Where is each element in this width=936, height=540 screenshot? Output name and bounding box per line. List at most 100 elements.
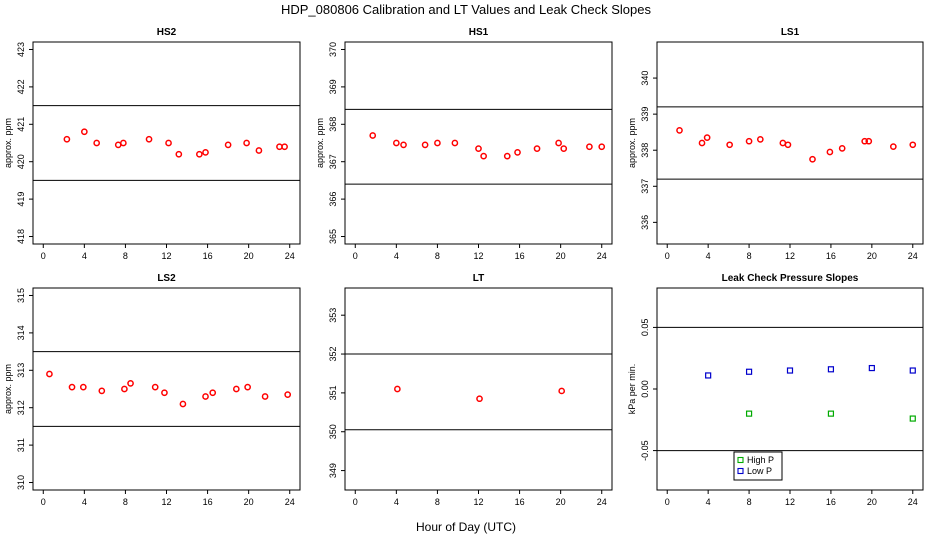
data-point <box>80 128 88 136</box>
data-point <box>586 143 593 151</box>
data-point <box>475 145 482 152</box>
legend-label: High P <box>747 455 774 465</box>
x-tick-label: 16 <box>515 497 525 507</box>
panel-lt: LT 0 4 8 12 16 20 24 349 350 351 352 353 <box>328 273 613 507</box>
y-tick-label: 420 <box>16 154 26 169</box>
y-tick-label: 365 <box>328 229 338 244</box>
data-point <box>255 147 263 154</box>
data-point <box>809 155 816 163</box>
x-tick-label: 0 <box>353 497 358 507</box>
y-tick-label: 418 <box>16 229 26 244</box>
data-point <box>145 135 153 143</box>
x-axis-label: Hour of Day (UTC) <box>416 520 516 534</box>
data-point <box>558 387 566 395</box>
x-tick-label: 16 <box>203 251 213 261</box>
y-tick-label: 315 <box>16 288 26 303</box>
y-tick-label: 314 <box>16 325 26 340</box>
data-point <box>703 134 711 141</box>
data-point <box>281 143 288 151</box>
data-point <box>698 139 706 147</box>
y-tick-label: 338 <box>640 143 650 158</box>
legend-box <box>733 451 783 481</box>
data-point <box>121 385 128 393</box>
x-tick-label: 12 <box>473 497 483 507</box>
x-tick-label: 8 <box>435 497 440 507</box>
y-tick-label: 367 <box>328 154 338 169</box>
panel-ls2: LS2 0 4 8 12 16 20 24 310 311 312 313 314 315 approx. … <box>3 273 301 507</box>
data-point <box>392 139 400 147</box>
x-tick-label: 24 <box>908 251 918 261</box>
x-tick-label: 24 <box>597 251 607 261</box>
y-tick-label: 421 <box>16 117 26 132</box>
x-tick-label: 20 <box>556 251 566 261</box>
data-point <box>514 149 521 156</box>
data-point <box>421 141 429 149</box>
y-tick-label: 312 <box>16 400 26 415</box>
data-point <box>826 148 834 156</box>
x-tick-label: 8 <box>435 251 440 261</box>
plot-frame <box>344 41 613 245</box>
x-tick-label: 0 <box>41 251 46 261</box>
data-point <box>480 152 487 160</box>
y-tick-label: 313 <box>16 363 26 378</box>
x-tick-label: 16 <box>203 497 213 507</box>
data-point <box>533 145 541 152</box>
data-point <box>63 135 71 143</box>
x-tick-label: 16 <box>826 251 836 261</box>
data-point <box>909 367 916 374</box>
y-tick-label: 339 <box>640 107 650 122</box>
x-tick-label: 20 <box>244 251 254 261</box>
x-tick-label: 24 <box>285 251 295 261</box>
y-tick-label: 419 <box>16 192 26 207</box>
data-point <box>598 143 606 151</box>
x-tick-label: 16 <box>515 251 525 261</box>
x-tick-label: 0 <box>665 497 670 507</box>
legend-marker <box>737 467 744 475</box>
y-axis-label: approx. ppm <box>627 118 637 168</box>
x-tick-label: 4 <box>82 251 87 261</box>
panel-title: LT <box>473 273 484 284</box>
x-tick-label: 12 <box>161 497 171 507</box>
panel-hs1: HS1 0 4 8 12 16 20 24 365 366 367 368 369 370 approx. … <box>315 27 613 261</box>
legend-marker <box>737 456 744 464</box>
x-tick-label: 24 <box>597 497 607 507</box>
data-point <box>151 383 159 391</box>
data-point <box>756 136 764 143</box>
data-point <box>232 385 240 393</box>
x-tick-label: 0 <box>665 251 670 261</box>
data-point <box>120 139 127 147</box>
y-tick-label: 0.05 <box>640 319 650 337</box>
x-tick-label: 4 <box>394 497 399 507</box>
y-tick-label: 351 <box>328 385 338 400</box>
data-point <box>369 132 377 139</box>
x-tick-label: 12 <box>785 251 795 261</box>
data-point <box>127 380 134 387</box>
data-point <box>909 415 916 422</box>
x-tick-label: 12 <box>473 251 483 261</box>
data-point <box>196 150 203 158</box>
x-tick-label: 20 <box>867 251 877 261</box>
x-tick-label: 8 <box>123 251 128 261</box>
data-point <box>161 389 168 397</box>
panel-hs2: HS2 0 4 8 12 16 20 24 418 419 420 421 422 423 approx. … <box>3 27 301 261</box>
x-tick-label: 20 <box>556 497 566 507</box>
data-point <box>209 389 217 397</box>
data-point <box>434 139 441 147</box>
y-axis-label: approx. ppm <box>3 364 13 414</box>
y-tick-label: 370 <box>328 42 338 57</box>
y-tick-label: 310 <box>16 475 26 490</box>
y-tick-label: 336 <box>640 215 650 230</box>
x-tick-label: 4 <box>706 497 711 507</box>
data-point <box>745 137 753 145</box>
plot-frame <box>656 287 924 491</box>
data-point <box>827 366 835 373</box>
data-point <box>726 141 733 149</box>
data-point <box>503 152 511 160</box>
x-tick-label: 16 <box>826 497 836 507</box>
x-tick-label: 8 <box>747 251 752 261</box>
x-tick-label: 8 <box>747 497 752 507</box>
y-tick-label: 422 <box>16 79 26 94</box>
data-point <box>705 372 712 379</box>
